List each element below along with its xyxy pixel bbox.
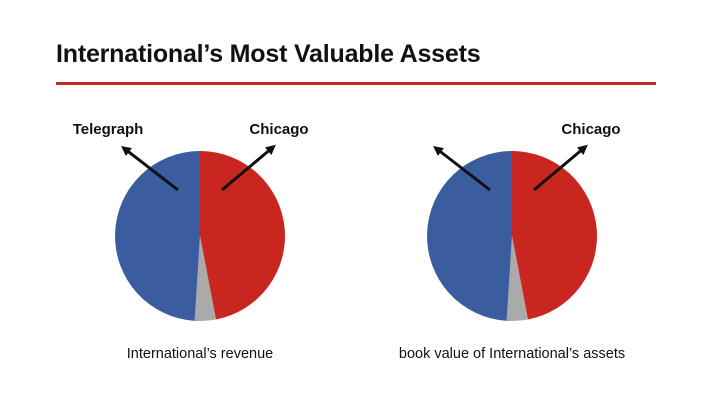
telegraph-arrow	[433, 145, 491, 192]
pie-caption: International’s revenue	[127, 346, 273, 362]
telegraph-arrow	[121, 145, 179, 192]
pie-slice-chicago	[512, 151, 597, 320]
pie-chart-2: Chicago book value of International’s ass…	[399, 121, 625, 362]
pie-caption: book value of International’s assets	[399, 346, 625, 362]
chicago-arrow	[221, 144, 276, 192]
telegraph-label: Telegraph	[73, 121, 144, 138]
pie-slice-other	[194, 236, 216, 321]
chicago-arrow	[533, 144, 588, 192]
chicago-label: Chicago	[561, 121, 620, 138]
page-title: International’s Most Valuable Assets	[56, 40, 481, 68]
chicago-label: Chicago	[249, 121, 308, 138]
pie-slice-other	[506, 236, 528, 321]
pie-slice-telegraph	[115, 151, 200, 321]
pie-slice-other	[427, 151, 512, 321]
title-divider	[56, 82, 656, 85]
pie-chart-1: Chicago Telegraph International’s revenue	[73, 121, 309, 362]
pie-slice-chicago	[200, 151, 285, 320]
